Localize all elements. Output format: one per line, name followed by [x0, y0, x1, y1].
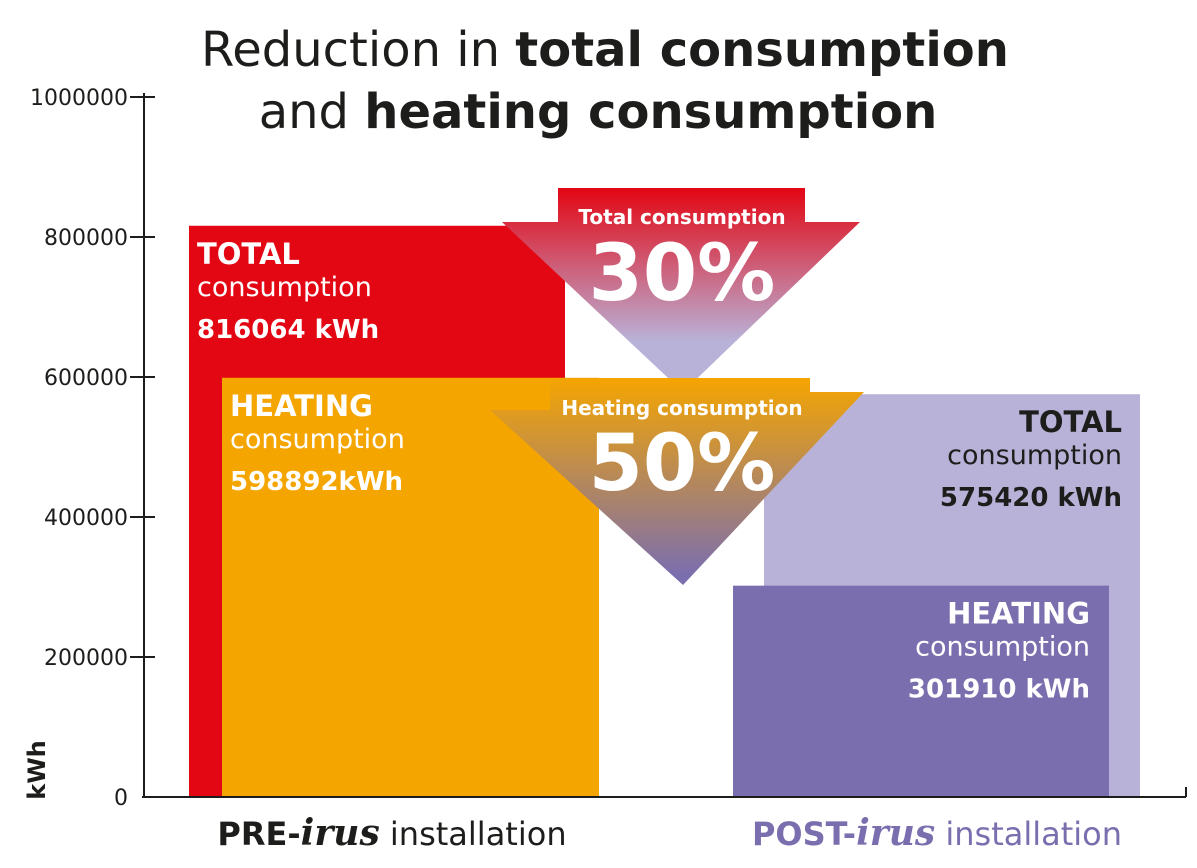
- bar-3-title: HEATING: [947, 597, 1090, 631]
- title-line1-light: Reduction in: [201, 22, 515, 78]
- reduction-arrow-0: [502, 188, 860, 392]
- y-tick-label-1: 200000: [44, 646, 128, 671]
- bar-2-sub: consumption: [947, 440, 1122, 471]
- y-tick-label-5: 1000000: [30, 86, 128, 111]
- y-tick-label-4: 800000: [44, 226, 128, 251]
- bar-2-title: TOTAL: [1019, 405, 1122, 439]
- category-label-post: POST-irus installation: [752, 812, 1122, 854]
- y-tick-label-3: 600000: [44, 366, 128, 391]
- chart-title-line2: and heating consumption: [259, 84, 938, 140]
- bar-0-title: TOTAL: [197, 237, 300, 271]
- bar-3: [733, 585, 1109, 797]
- bar-0-value-label: 816064 kWh: [197, 315, 379, 345]
- reduction-label-1: Heating consumption: [561, 396, 802, 420]
- reduction-percent-0: 30%: [589, 229, 776, 319]
- bar-3-sub: consumption: [915, 632, 1090, 663]
- reduction-percent-1: 50%: [589, 419, 776, 509]
- bar-1-title: HEATING: [230, 389, 373, 423]
- bar-0-sub: consumption: [197, 272, 372, 303]
- reduction-arrow-1: [490, 378, 864, 585]
- category-pre-suffix: installation: [380, 815, 567, 853]
- title-line2-light: and: [259, 84, 365, 140]
- category-pre-brand: irus: [301, 812, 380, 854]
- chart-title-line1: Reduction in total consumption: [201, 22, 1009, 78]
- category-post-prefix: POST-: [752, 815, 856, 853]
- category-post-brand: irus: [856, 812, 935, 854]
- bar-1-value-label: 598892kWh: [230, 467, 403, 497]
- title-line2-bold: heating consumption: [364, 84, 937, 140]
- y-tick-label-2: 400000: [44, 506, 128, 531]
- bar-2-value-label: 575420 kWh: [940, 483, 1122, 513]
- bar-1-sub: consumption: [230, 424, 405, 455]
- bar-3-value-label: 301910 kWh: [908, 675, 1090, 705]
- category-post-suffix: installation: [935, 815, 1122, 853]
- reduction-label-0: Total consumption: [578, 205, 785, 229]
- category-pre-prefix: PRE-: [217, 815, 300, 853]
- category-label-pre: PRE-irus installation: [217, 812, 566, 854]
- y-axis-label: kWh: [23, 740, 51, 800]
- title-line1-bold: total consumption: [515, 22, 1009, 78]
- y-tick-label-0: 0: [114, 786, 128, 811]
- axes: 0 200000 400000 600000 800000 1000000: [30, 86, 1187, 811]
